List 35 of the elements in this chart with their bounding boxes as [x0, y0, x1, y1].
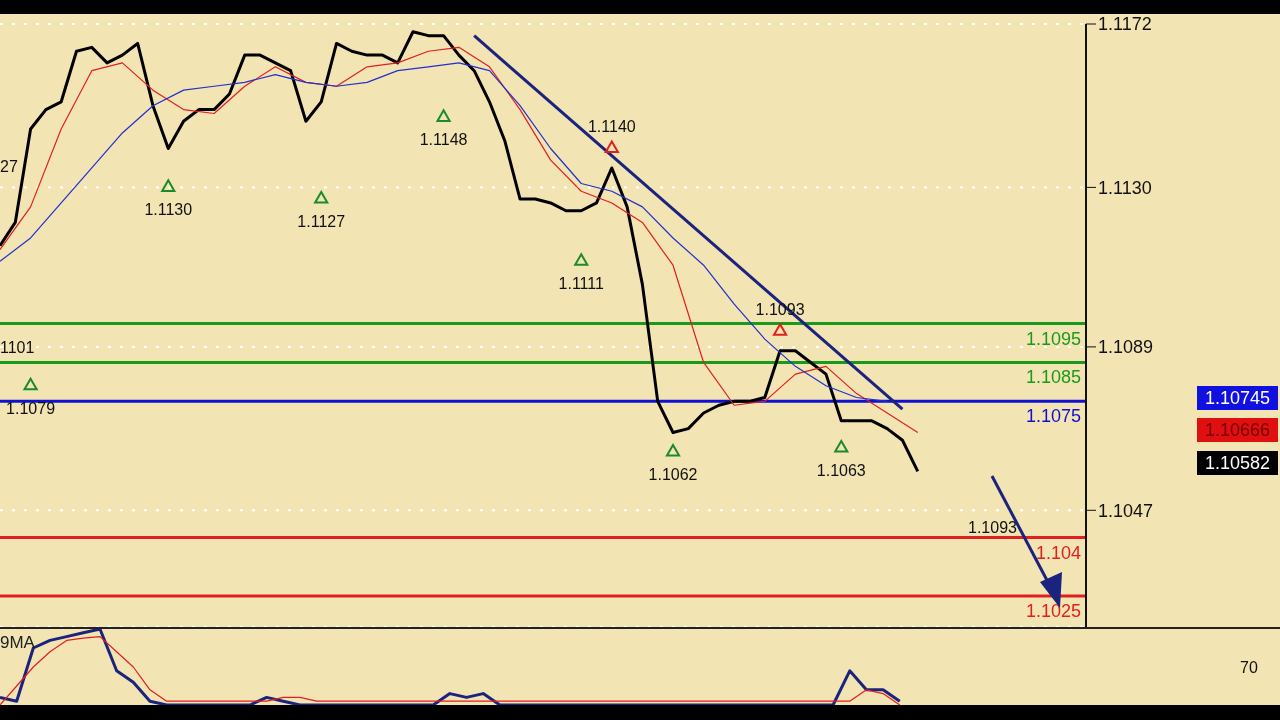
ref-line-label: 1.1025: [1025, 600, 1081, 621]
y-tick-label: 1.1130: [1098, 177, 1152, 198]
data-label: 1.1130: [144, 201, 193, 219]
data-label: 1.1111: [558, 275, 605, 293]
point: [314, 191, 329, 204]
y-tick-label: 1.1089: [1098, 337, 1154, 358]
point: [574, 253, 589, 266]
ref-line-label: 1.1075: [1025, 406, 1081, 427]
point: [834, 440, 849, 453]
point: [436, 109, 451, 122]
ref-line-label: 1.104: [1035, 542, 1081, 563]
y-tick-label: 1.1047: [1098, 500, 1154, 521]
data-label: 1.1148: [419, 131, 468, 149]
data-label: 1.1140: [587, 117, 636, 135]
data-label: 1.1063: [816, 461, 866, 479]
point: [161, 179, 176, 192]
line-series: [0, 62, 888, 402]
data-label: 1.1079: [6, 399, 56, 417]
annotation: 1.1093: [968, 519, 1017, 537]
point: [23, 377, 38, 391]
data-label: 1.1062: [648, 465, 698, 483]
point: [665, 443, 681, 457]
data-label: 1.1127: [297, 212, 346, 230]
ref-line-label: 1.1085: [1025, 367, 1081, 388]
point: [773, 323, 788, 336]
text: 70: [1240, 659, 1258, 677]
annotation: 27: [0, 158, 18, 176]
chart-title: 9MA: [0, 633, 35, 653]
text: 1.10582: [1197, 451, 1278, 475]
y-tick-label: 1.1172: [1098, 14, 1152, 35]
annotation: 1101: [0, 339, 35, 357]
text: 1.10666: [1197, 418, 1278, 442]
point: [604, 140, 619, 153]
ref-line-label: 1.1095: [1025, 328, 1081, 349]
text: 1.10745: [1197, 386, 1278, 410]
